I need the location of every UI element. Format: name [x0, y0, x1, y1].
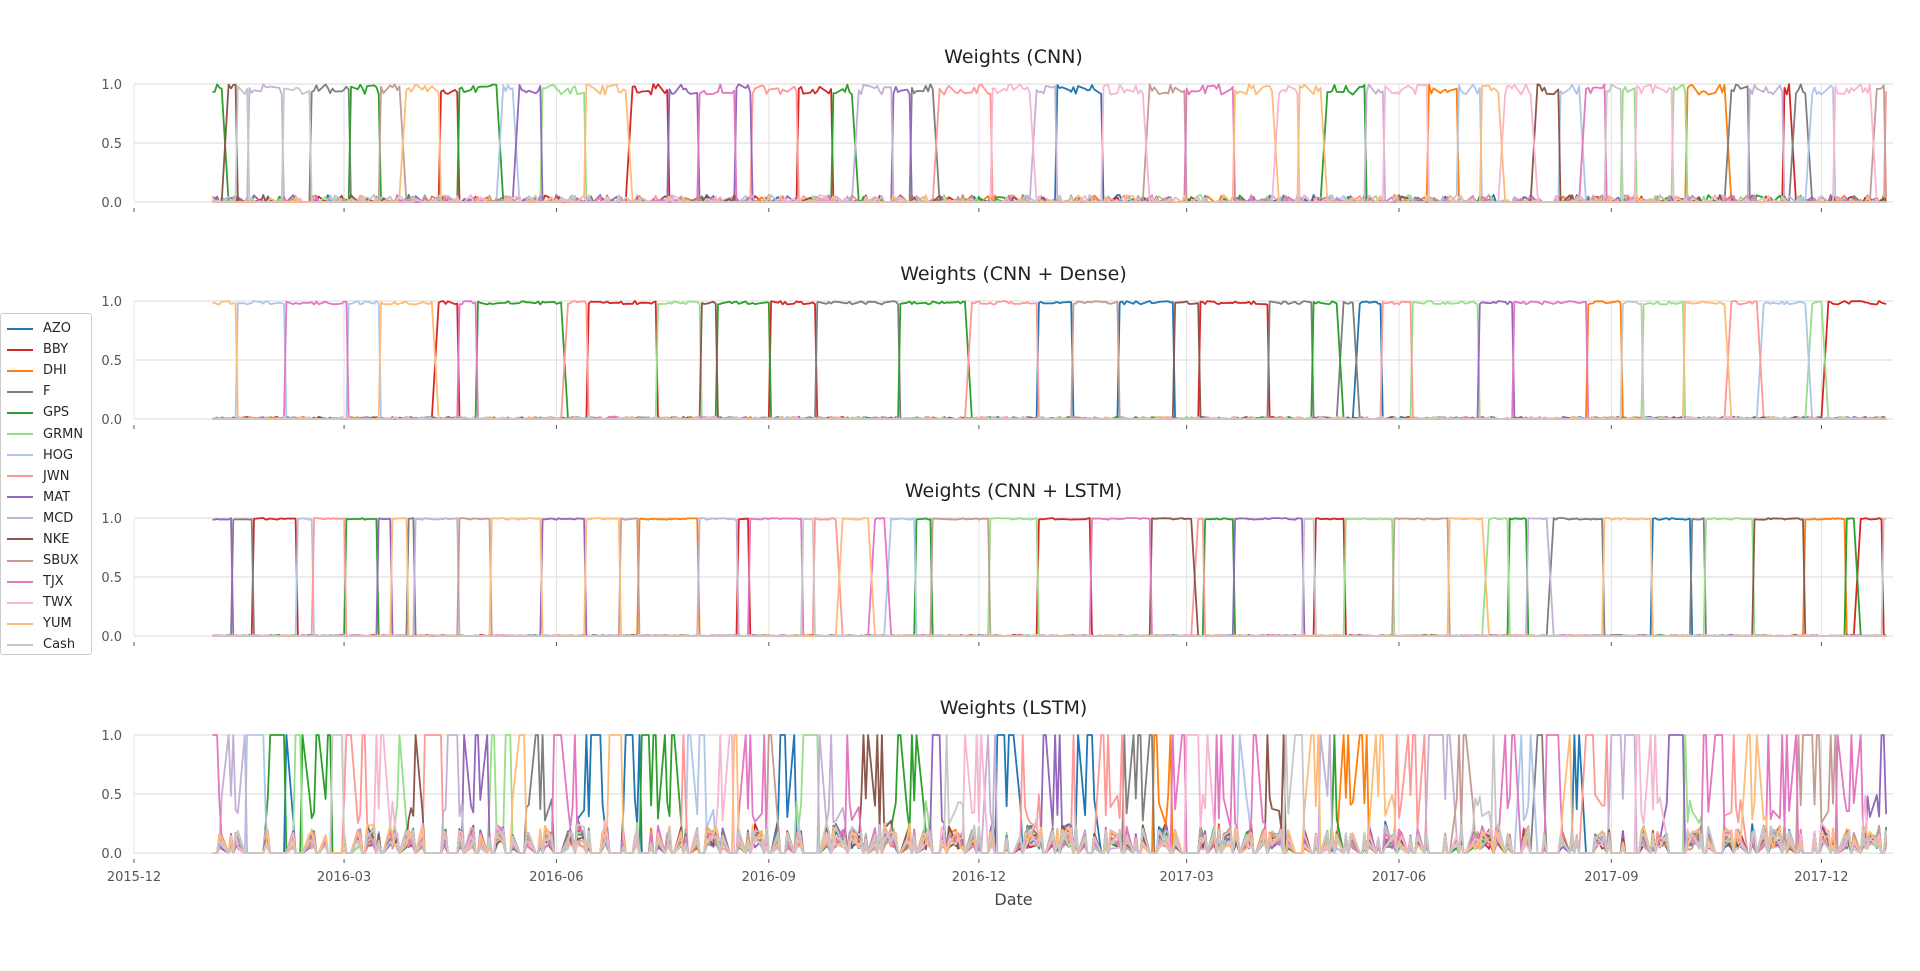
legend-swatch: [7, 559, 33, 562]
legend-label: F: [43, 384, 51, 400]
legend-swatch: [7, 411, 33, 414]
x-tick-label: 2017-12: [1794, 870, 1848, 885]
y-tick-label: 1.0: [101, 295, 122, 310]
x-tick-label: 2016-03: [317, 870, 371, 885]
panel-title: Weights (CNN): [944, 46, 1083, 68]
legend-item-jwn: JWN: [1, 466, 91, 487]
legend-swatch: [7, 348, 33, 351]
series-line-cash: [212, 734, 1887, 854]
legend-label: YUM: [43, 616, 72, 632]
legend-item-mcd: MCD: [1, 508, 91, 529]
y-tick-label: 1.0: [101, 512, 122, 527]
y-tick-label: 0.0: [101, 630, 122, 645]
legend-swatch: [7, 369, 33, 372]
legend-item-twx: TWX: [1, 592, 91, 613]
panel-4: 0.0 0.5 1.0 Weights (LSTM): [101, 697, 1893, 863]
legend-item-cash: Cash: [1, 634, 91, 655]
legend-swatch: [7, 475, 33, 478]
x-tick-label: 2016-09: [742, 870, 796, 885]
y-tick-label: 0.5: [101, 571, 122, 586]
legend-swatch: [7, 601, 33, 604]
y-tick-label: 0.5: [101, 788, 122, 803]
legend-label: NKE: [43, 531, 70, 547]
legend-swatch: [7, 643, 33, 646]
legend-swatch: [7, 454, 33, 457]
legend-label: HOG: [43, 447, 74, 463]
y-tick-label: 0.5: [101, 354, 122, 369]
legend-label: SBUX: [43, 553, 79, 569]
legend-swatch: [7, 496, 33, 499]
legend-label: DHI: [43, 363, 67, 379]
series-line-cash: [212, 517, 1887, 637]
legend-item-dhi: DHI: [1, 360, 91, 381]
panel-2: 0.0 0.5 1.0 Weights (CNN + Dense): [101, 263, 1893, 429]
legend-item-nke: NKE: [1, 529, 91, 550]
legend-swatch: [7, 538, 33, 541]
y-tick-label: 0.5: [101, 137, 122, 152]
legend-item-f: F: [1, 381, 91, 402]
legend-label: JWN: [43, 468, 70, 484]
legend-swatch: [7, 517, 33, 520]
legend-swatch: [7, 390, 33, 393]
x-tick-label: 2017-03: [1159, 870, 1213, 885]
legend-swatch: [7, 622, 33, 625]
legend-item-mat: MAT: [1, 487, 91, 508]
legend-item-sbux: SBUX: [1, 550, 91, 571]
panel-1: 0.0 0.5 1.0 Weights (CNN): [101, 46, 1893, 212]
x-tick-label: 2015-12: [107, 870, 161, 885]
y-tick-label: 0.0: [101, 847, 122, 862]
legend-swatch: [7, 327, 33, 330]
legend-label: MAT: [43, 489, 71, 505]
panel-title: Weights (LSTM): [940, 697, 1088, 719]
series-line-cash: [211, 83, 1887, 203]
legend-item-tjx: TJX: [1, 571, 91, 592]
legend-swatch: [7, 433, 33, 436]
legend-item-hog: HOG: [1, 445, 91, 466]
x-tick-label: 2017-09: [1584, 870, 1638, 885]
legend-label: AZO: [43, 321, 72, 337]
y-tick-label: 0.0: [101, 196, 122, 211]
x-tick-label: 2016-12: [952, 870, 1006, 885]
y-tick-label: 1.0: [101, 729, 122, 744]
panel-3: 0.0 0.5 1.0 Weights (CNN + LSTM): [101, 480, 1893, 646]
legend: AZO BBY DHI F GPS GRMN HOG JWN MAT MCD NKE SBUX TJX T…: [0, 313, 92, 655]
x-axis-label: Date: [994, 890, 1032, 909]
legend-item-bby: BBY: [1, 339, 91, 360]
legend-label: Cash: [43, 637, 76, 653]
panel-title: Weights (CNN + LSTM): [905, 480, 1122, 502]
y-tick-label: 0.0: [101, 413, 122, 428]
panel-title: Weights (CNN + Dense): [900, 263, 1127, 285]
legend-item-gps: GPS: [1, 402, 91, 423]
legend-label: GPS: [43, 405, 70, 421]
legend-item-azo: AZO: [1, 318, 91, 339]
x-tick-label: 2016-06: [529, 870, 583, 885]
legend-label: BBY: [43, 342, 69, 358]
y-tick-label: 1.0: [101, 78, 122, 93]
legend-item-grmn: GRMN: [1, 423, 91, 444]
x-tick-label: 2017-06: [1372, 870, 1426, 885]
legend-label: MCD: [43, 510, 74, 526]
legend-label: TJX: [43, 574, 64, 590]
series-line-cash: [212, 300, 1887, 420]
legend-label: GRMN: [43, 426, 84, 442]
legend-label: TWX: [43, 595, 73, 611]
legend-item-yum: YUM: [1, 613, 91, 634]
legend-swatch: [7, 580, 33, 583]
